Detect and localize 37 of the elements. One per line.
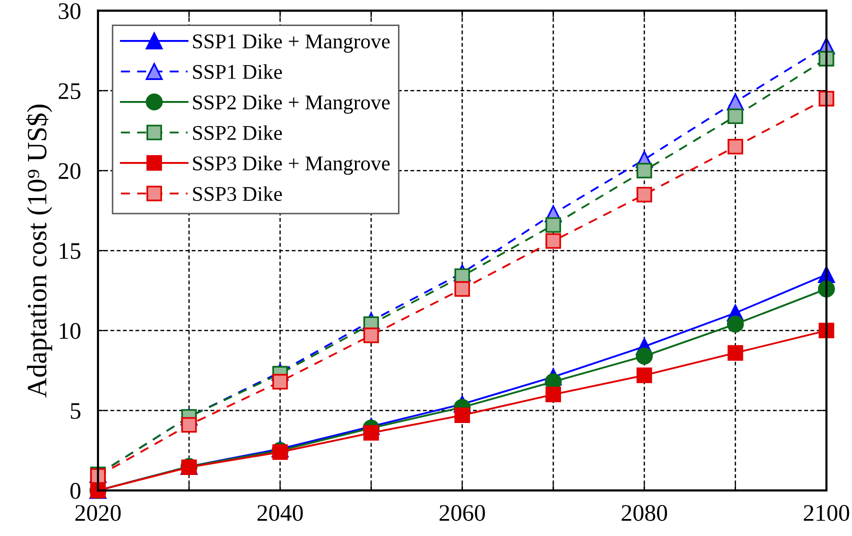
legend-label: SSP3 Dike <box>193 186 282 201</box>
point <box>363 328 379 344</box>
point <box>545 386 562 402</box>
y-tick-label: 5 <box>70 403 80 419</box>
x-tick-label: 2080 <box>622 505 668 521</box>
y-tick-label: 25 <box>58 83 80 100</box>
point <box>545 217 562 233</box>
point <box>636 348 653 365</box>
x-tick-label: 2040 <box>258 505 303 521</box>
point <box>181 417 197 433</box>
y-axis-title: Adaptation cost (10⁹ US$) <box>26 104 52 398</box>
point <box>728 108 744 124</box>
point <box>545 233 562 249</box>
point <box>728 138 744 154</box>
point <box>636 162 652 178</box>
x-tick-label: 2020 <box>75 505 121 521</box>
point <box>454 408 470 424</box>
legend-label: SSP2 Dike <box>193 125 282 140</box>
y-tick-label: 30 <box>58 3 80 20</box>
y-tick-label: 10 <box>60 323 80 339</box>
point <box>363 425 379 441</box>
point <box>272 374 288 390</box>
point <box>818 322 834 338</box>
y-tick-label: 15 <box>60 243 80 260</box>
point <box>726 316 744 333</box>
x-tick-label: 2100 <box>804 505 850 521</box>
point <box>728 345 744 361</box>
y-tick-label: 0 <box>70 482 80 499</box>
legend-label: SSP2 Dike + Mangrove <box>193 94 390 114</box>
y-tick-label: 20 <box>58 163 80 180</box>
legend-label: SSP3 Dike + Mangrove <box>193 156 390 175</box>
point <box>454 281 470 297</box>
point <box>636 368 652 384</box>
point <box>636 186 652 202</box>
legend-label: SSP1 Dike <box>193 64 282 79</box>
x-tick-label: 2060 <box>440 505 485 521</box>
legend-label: SSP1 Dike + Mangrove <box>193 34 390 53</box>
